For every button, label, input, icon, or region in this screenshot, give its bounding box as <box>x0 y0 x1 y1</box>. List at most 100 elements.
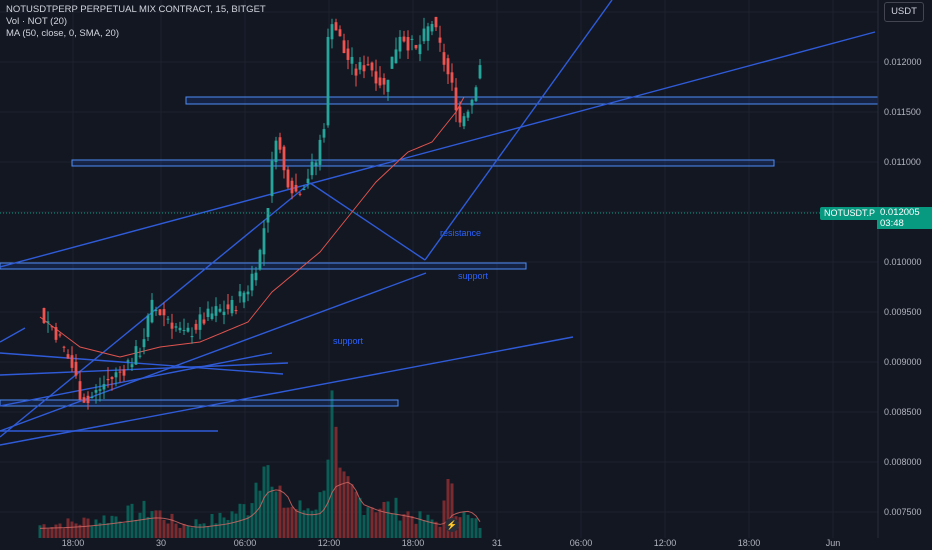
volume-legend[interactable]: Vol · NOT (20) <box>6 16 68 27</box>
candle-body <box>70 355 74 368</box>
candle-body <box>142 339 146 348</box>
candle-body <box>74 361 78 376</box>
volume-bar <box>410 516 414 538</box>
candle-body <box>326 36 330 126</box>
candle-body <box>362 65 366 72</box>
time-tick-label: 31 <box>492 538 502 548</box>
volume-bar <box>146 516 150 538</box>
volume-bar <box>262 466 266 538</box>
trendline <box>424 0 613 261</box>
candle-body <box>306 178 310 184</box>
candle-body <box>230 300 234 314</box>
price-tick-label: 0.008500 <box>884 407 922 417</box>
volume-bar <box>134 520 138 538</box>
candle-body <box>218 308 222 312</box>
volume-bar <box>366 507 370 538</box>
candle-body <box>314 162 318 166</box>
candle-body <box>430 24 434 32</box>
candle-body <box>342 40 346 54</box>
candle-body <box>118 371 122 373</box>
volume-bar <box>42 524 46 538</box>
candle-body <box>458 106 462 123</box>
volume-bar <box>230 511 234 538</box>
volume-bar <box>162 519 166 538</box>
candle-body <box>138 355 142 357</box>
candle-body <box>222 311 226 316</box>
volume-bar <box>310 510 314 538</box>
volume-bar <box>158 510 162 538</box>
candle-body <box>174 326 178 328</box>
symbol-title[interactable]: NOTUSDTPERP PERPETUAL MIX CONTRACT, 15, … <box>6 4 266 15</box>
candle-body <box>422 28 426 42</box>
candle-body <box>206 308 210 317</box>
candle-body <box>102 384 106 390</box>
volume-bar <box>154 510 158 538</box>
candle-body <box>90 396 94 398</box>
candle-body <box>470 99 474 106</box>
lightning-icon[interactable]: ⚡ <box>445 518 459 532</box>
candle-body <box>390 56 394 69</box>
volume-bar <box>466 514 470 538</box>
trendline <box>0 352 273 407</box>
ma-legend[interactable]: MA (50, close, 0, SMA, 20) <box>6 28 119 39</box>
volume-bar <box>394 497 398 538</box>
volume-bar <box>362 515 366 538</box>
candle-body <box>202 319 206 324</box>
volume-bar <box>258 490 262 538</box>
candle-body <box>378 77 382 86</box>
candle-body <box>398 36 402 52</box>
candle-body <box>122 369 126 376</box>
candle-body <box>338 29 342 37</box>
volume-bar <box>90 526 94 538</box>
candle-body <box>226 304 230 310</box>
volume-bar <box>470 518 474 538</box>
drawing-zones[interactable]: resistance support support <box>0 96 879 407</box>
candle-body <box>162 309 166 316</box>
zone-rect <box>185 96 879 105</box>
volume-bar <box>478 527 482 538</box>
volume-bar <box>170 513 174 538</box>
candle-body <box>190 336 194 338</box>
currency-button[interactable]: USDT <box>884 2 924 22</box>
candle-body <box>94 390 98 393</box>
volume-bar <box>86 518 90 538</box>
time-tick-label: 12:00 <box>318 538 341 548</box>
candle-body <box>462 116 466 127</box>
volume-bar <box>94 519 98 538</box>
candle-body <box>238 291 242 297</box>
volume-bar <box>354 491 358 538</box>
last-price-value: 0.012005 <box>880 207 920 218</box>
volume-bar <box>382 501 386 538</box>
candle-body <box>382 78 386 85</box>
volume-bar <box>206 526 210 538</box>
candle-body <box>58 334 62 336</box>
time-tick-label: 18:00 <box>62 538 85 548</box>
candle-body <box>154 309 158 312</box>
volume-bar <box>414 523 418 538</box>
trendlines[interactable] <box>0 0 876 446</box>
candle-body <box>322 129 326 138</box>
candle-body <box>294 184 298 192</box>
time-axis[interactable]: 18:00 30 06:00 12:00 18:00 31 06:00 12:00 18:00 J… <box>62 538 841 548</box>
candle-body <box>170 322 174 329</box>
candle-body <box>334 22 338 31</box>
price-tick-label: 0.007500 <box>884 507 922 517</box>
candle-body <box>374 71 378 84</box>
candle-body <box>302 188 306 190</box>
volume-ma <box>39 481 481 529</box>
volume-bar <box>226 519 230 538</box>
ma-line <box>39 96 465 358</box>
trendline <box>309 182 426 261</box>
volume-bar <box>102 515 106 538</box>
volume-bar <box>282 507 286 538</box>
volume-bar <box>270 486 274 538</box>
volume-bar <box>174 523 178 538</box>
volume-bar <box>430 519 434 538</box>
volume-bar <box>434 521 438 538</box>
candle-body <box>130 364 134 368</box>
volume-bar <box>326 459 330 538</box>
candle-body <box>310 161 314 176</box>
volume-bar <box>62 528 66 538</box>
